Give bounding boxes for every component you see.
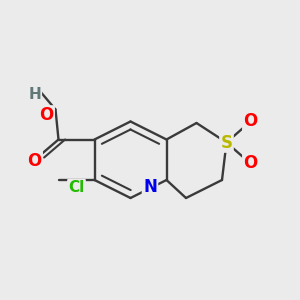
Text: O: O: [39, 106, 54, 124]
Text: O: O: [243, 154, 258, 172]
Text: S: S: [220, 134, 232, 152]
Text: Cl: Cl: [68, 180, 85, 195]
Text: O: O: [243, 112, 258, 130]
Text: N: N: [143, 178, 157, 196]
Text: H: H: [28, 87, 41, 102]
Text: O: O: [27, 152, 42, 169]
